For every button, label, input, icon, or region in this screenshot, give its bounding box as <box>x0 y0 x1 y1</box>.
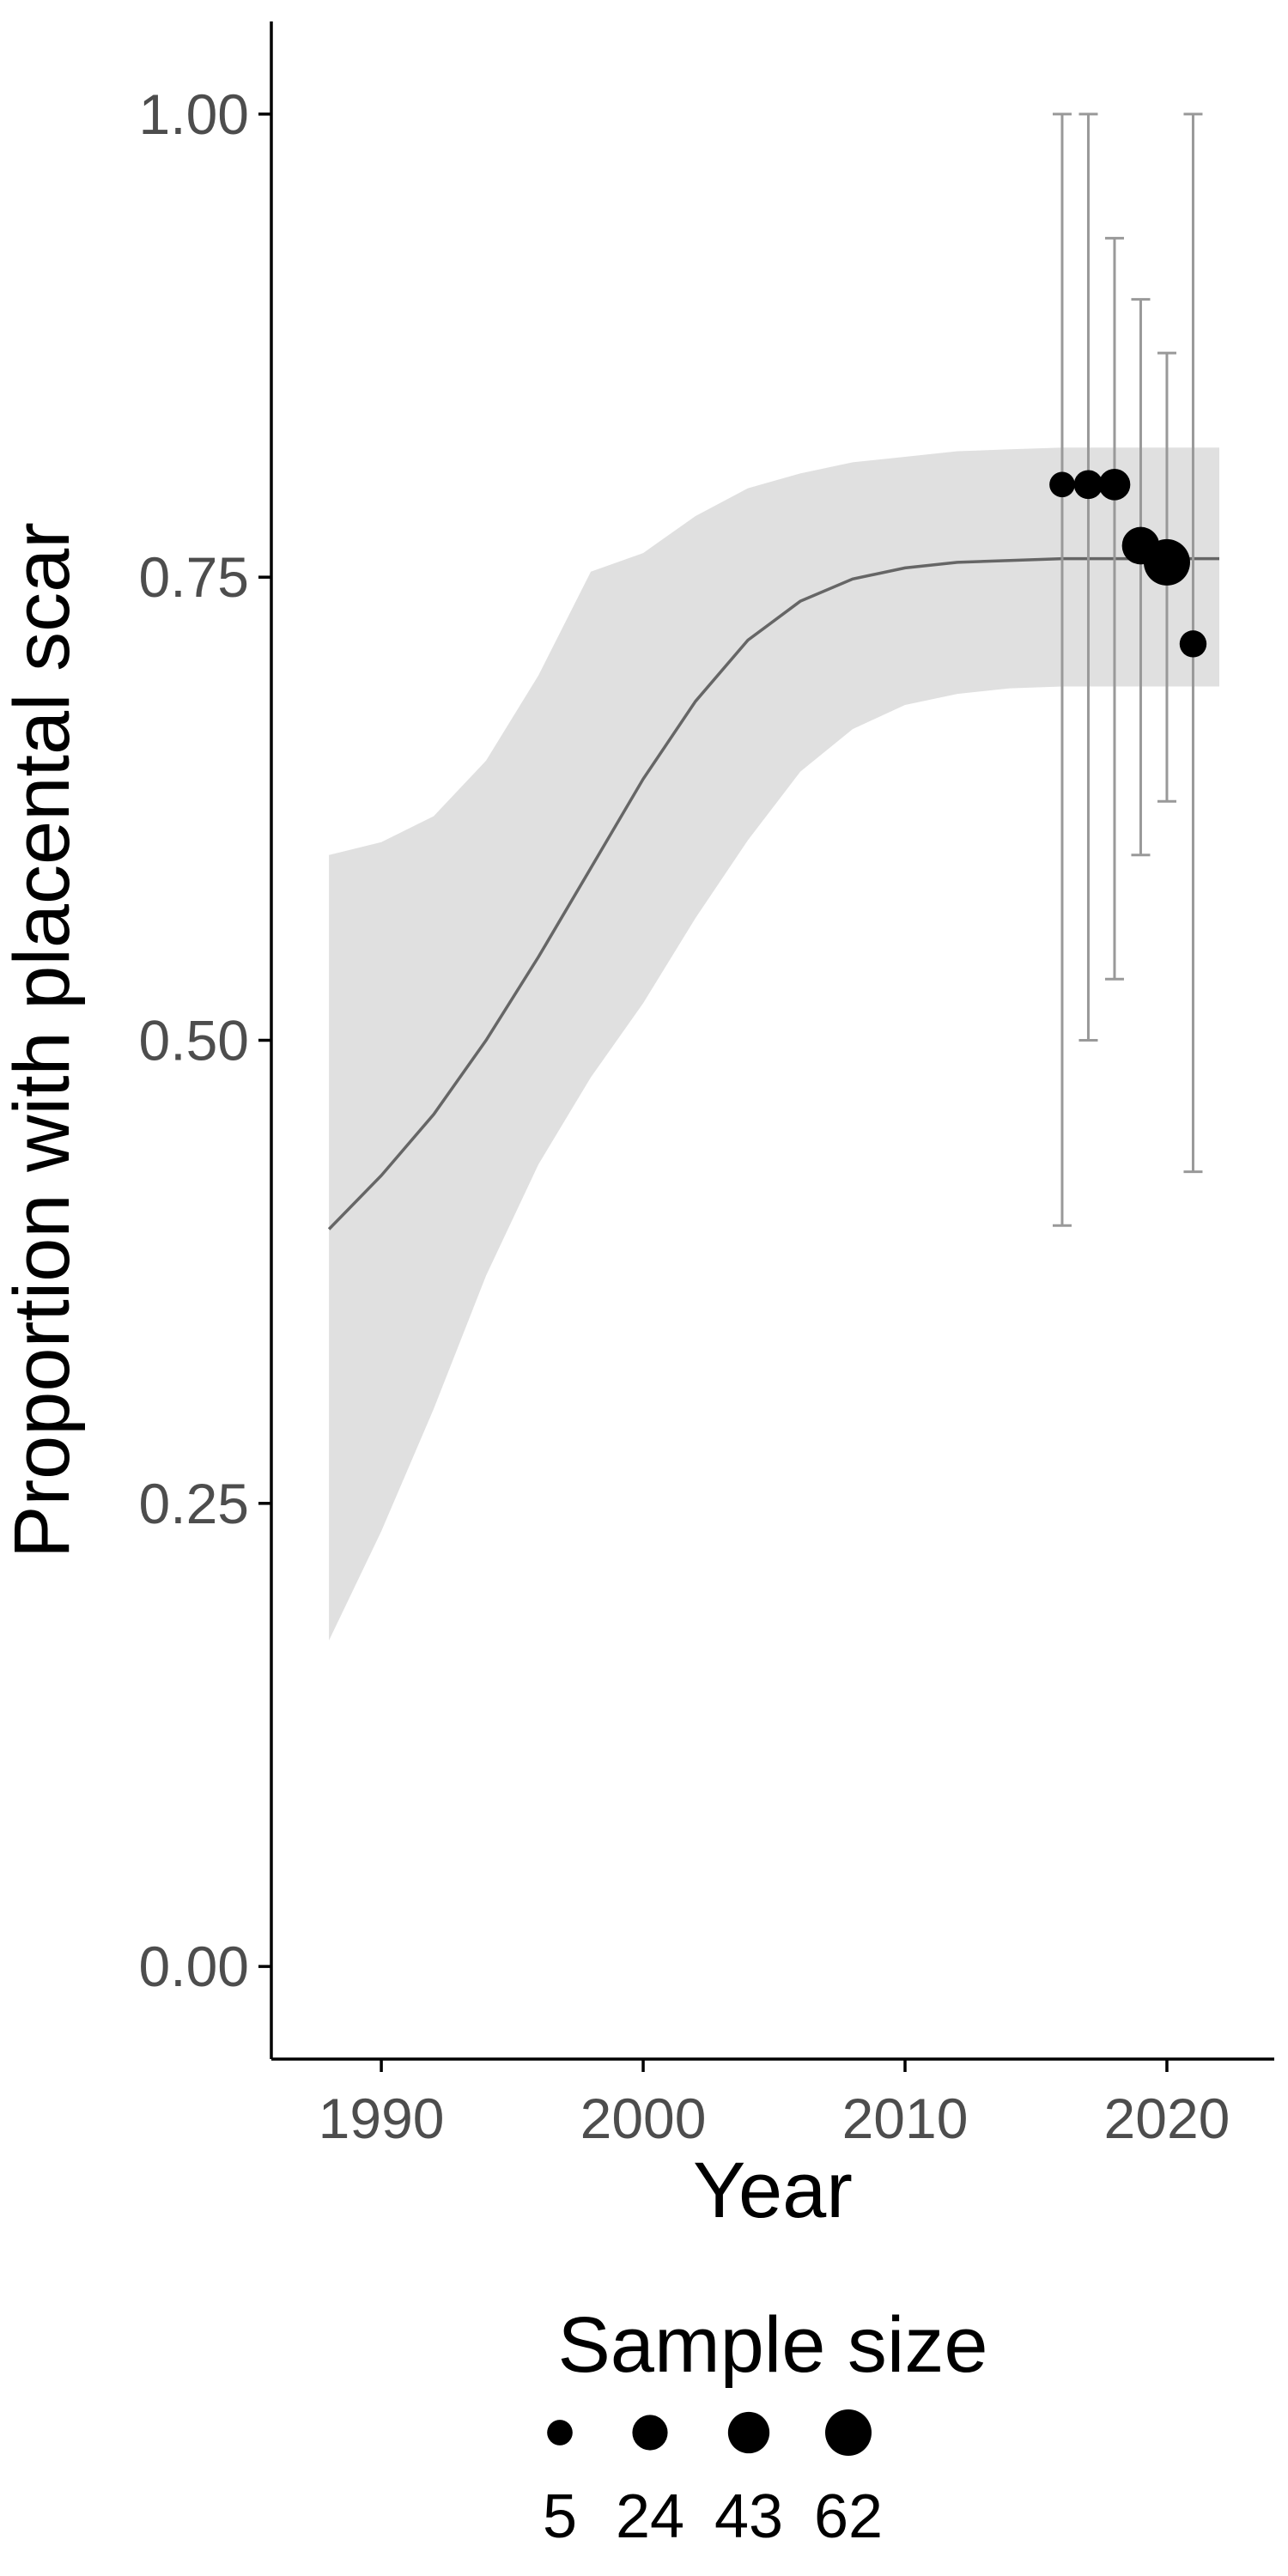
data-point-2020 <box>1143 538 1190 586</box>
axes: 0.00 0.25 0.50 0.75 1.00 1990 2000 2010 2020 Year… <box>0 21 1274 2234</box>
legend-label: 43 <box>714 2482 783 2551</box>
x-tick-label: 2010 <box>842 2087 969 2150</box>
legend-key-62 <box>825 2409 872 2456</box>
fit-line <box>327 556 1219 1230</box>
legend-key-5 <box>547 2420 573 2445</box>
y-tick-label: 0.75 <box>139 545 249 609</box>
legend-label: 5 <box>543 2482 577 2551</box>
error-bar-2019 <box>1131 298 1151 857</box>
y-tick-label: 1.00 <box>139 82 249 146</box>
data-point-2018 <box>1098 468 1131 501</box>
error-bar-2017 <box>1078 112 1098 1042</box>
y-axis-title: Proportion with placental scar <box>0 522 86 1558</box>
plot-area <box>327 112 1220 1641</box>
legend-key-43 <box>727 2411 770 2454</box>
error-bar-2018 <box>1104 236 1124 981</box>
data-point-2017 <box>1073 470 1103 500</box>
confidence-ribbon <box>329 447 1220 1641</box>
legend-label: 62 <box>814 2482 883 2551</box>
legend-key-24 <box>632 2415 668 2451</box>
y-tick-label: 0.25 <box>139 1472 249 1535</box>
x-axis-title: Year <box>693 2147 853 2234</box>
y-tick-label: 0.50 <box>139 1009 249 1072</box>
y-tick-label: 0.00 <box>139 1935 249 1998</box>
legend-title: Sample size <box>557 2301 987 2389</box>
legend: Sample size 5 24 43 62 <box>543 2301 988 2551</box>
legend-label: 24 <box>616 2482 684 2551</box>
x-tick-label: 1990 <box>319 2087 445 2150</box>
data-point-2016 <box>1049 471 1075 498</box>
error-bar-2016 <box>1052 112 1072 1227</box>
data-point-2021 <box>1179 630 1207 658</box>
x-tick-label: 2020 <box>1104 2087 1230 2150</box>
x-tick-label: 2000 <box>580 2087 707 2150</box>
